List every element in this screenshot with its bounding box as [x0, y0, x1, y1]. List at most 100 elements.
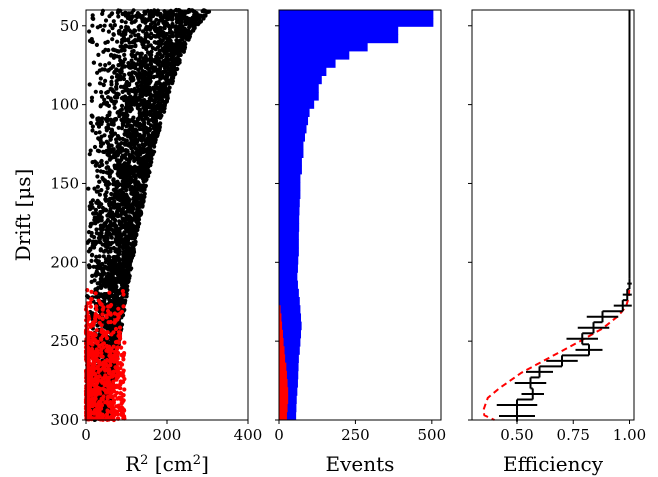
- scatter-point: [114, 223, 119, 229]
- scatter-point: [182, 29, 187, 35]
- scatter-point: [127, 82, 132, 88]
- histogram-bar-red: [279, 313, 282, 322]
- scatter-point: [123, 279, 128, 284]
- scatter-point-red: [111, 330, 116, 335]
- scatter-point: [124, 181, 129, 186]
- scatter-point: [168, 8, 173, 13]
- scatter-point: [124, 79, 130, 85]
- scatter-point: [106, 224, 112, 229]
- scatter-point: [126, 88, 131, 93]
- scatter-point: [112, 23, 117, 28]
- scatter-point-red: [95, 411, 100, 416]
- scatter-point: [122, 29, 127, 34]
- scatter-point: [123, 249, 128, 254]
- scatter-point: [103, 234, 108, 239]
- scatter-point: [135, 51, 140, 56]
- scatter-point: [112, 69, 118, 74]
- scatter-point: [138, 161, 144, 166]
- scatter-point: [168, 43, 173, 48]
- scatter-point: [115, 206, 120, 211]
- scatter-point: [114, 79, 119, 84]
- scatter-point: [143, 183, 148, 188]
- scatter-point: [107, 174, 112, 179]
- scatter-point: [110, 264, 115, 269]
- scatter-point-red: [113, 340, 119, 345]
- scatter-point-red: [118, 386, 123, 391]
- scatter-point: [113, 218, 118, 223]
- scatter-point: [93, 89, 98, 94]
- scatter-point-red: [122, 376, 127, 382]
- scatter-point: [143, 59, 148, 64]
- scatter-point: [104, 160, 109, 165]
- scatter-point: [140, 41, 146, 47]
- scatter-point: [128, 34, 133, 39]
- scatter-point: [135, 73, 140, 78]
- scatter-point: [107, 153, 112, 158]
- histogram-bar-blue: [279, 42, 368, 52]
- scatter-point: [169, 49, 174, 54]
- scatter-point-red: [98, 336, 104, 341]
- scatter-point: [111, 19, 116, 24]
- y-tick-label: 300: [50, 411, 79, 429]
- scatter-point: [183, 34, 188, 39]
- scatter-point: [141, 56, 146, 61]
- scatter-point: [125, 243, 130, 248]
- scatter-point: [140, 204, 145, 209]
- scatter-y-axis-label: Drift [μs]: [11, 169, 35, 262]
- scatter-point: [96, 52, 101, 58]
- scatter-point: [125, 25, 130, 30]
- scatter-point: [94, 265, 99, 270]
- scatter-point: [102, 237, 107, 243]
- scatter-point: [117, 219, 122, 224]
- efficiency-frame: [471, 9, 635, 421]
- scatter-point-red: [119, 362, 124, 367]
- scatter-point: [123, 148, 128, 153]
- scatter-point: [165, 80, 170, 85]
- scatter-point: [146, 121, 151, 126]
- scatter-point: [118, 74, 123, 79]
- scatter-point-red: [113, 318, 118, 323]
- scatter-point: [106, 95, 111, 100]
- scatter-point: [158, 76, 163, 81]
- histogram-bars: [279, 10, 434, 421]
- scatter-point: [160, 54, 165, 59]
- scatter-point-red: [95, 389, 100, 394]
- scatter-point: [106, 122, 111, 127]
- scatter-point: [164, 58, 169, 63]
- scatter-point: [90, 124, 95, 129]
- scatter-point: [133, 96, 139, 101]
- scatter-point: [122, 155, 127, 160]
- scatter-point: [122, 48, 127, 53]
- histogram-bar-red: [279, 379, 288, 388]
- scatter-point: [162, 109, 167, 114]
- scatter-point: [112, 201, 117, 206]
- histogram-bar-blue: [279, 34, 399, 44]
- scatter-point: [100, 242, 105, 247]
- scatter-point: [109, 98, 114, 103]
- scatter-point: [150, 9, 155, 15]
- scatter-point: [113, 297, 118, 302]
- scatter-point: [142, 112, 147, 118]
- scatter-point-red: [107, 367, 112, 372]
- scatter-point: [115, 39, 120, 44]
- scatter-point: [150, 114, 155, 119]
- scatter-point: [115, 263, 121, 268]
- scatter-point: [104, 295, 109, 300]
- scatter-point: [114, 234, 119, 240]
- scatter-point: [189, 21, 194, 26]
- histogram-bar-blue: [279, 75, 322, 85]
- scatter-point: [188, 31, 193, 36]
- x-tick-label: 1.00: [613, 426, 646, 444]
- scatter-point: [103, 47, 108, 52]
- histogram-bar-blue: [279, 288, 299, 298]
- scatter-point: [90, 39, 95, 45]
- scatter-point-red: [84, 403, 89, 408]
- scatter-point: [146, 133, 151, 138]
- scatter-point: [135, 105, 140, 110]
- scatter-point: [119, 19, 124, 24]
- scatter-point-red: [109, 372, 114, 377]
- scatter-point: [134, 198, 139, 203]
- scatter-point: [104, 190, 109, 195]
- histogram-bar-blue: [279, 124, 307, 134]
